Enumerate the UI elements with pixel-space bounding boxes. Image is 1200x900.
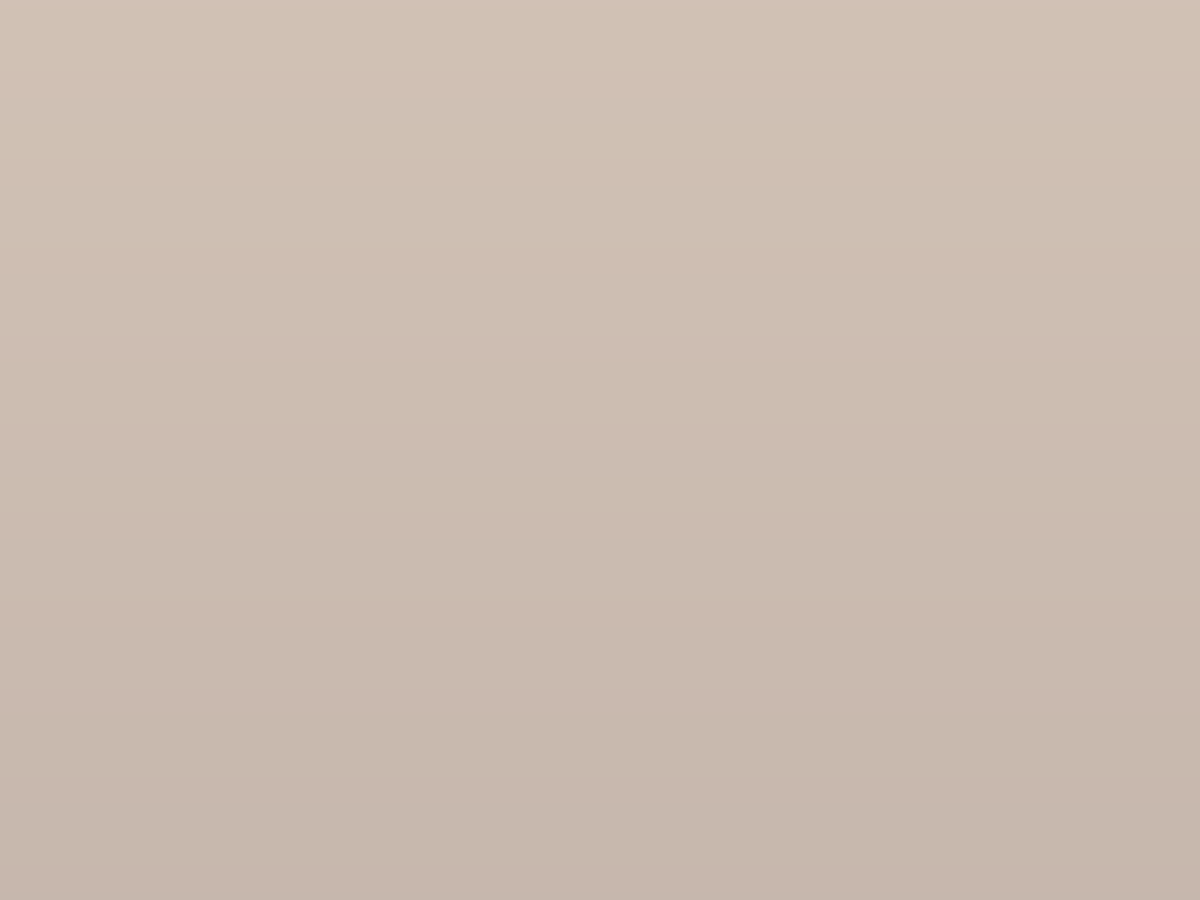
Bar	[192, 712, 306, 773]
Text: if false  type false and provide an answer rounding off to the: if false type false and provide an answe…	[102, 628, 989, 654]
Text: 3, 0⟩  to the nearest tenth of a degree ≡ 108.7: 3, 0⟩ to the nearest tenth of a degree ≡…	[102, 407, 778, 433]
Text: nearest tenth.: nearest tenth.	[102, 702, 311, 728]
Text: the measure of the angle θ between u =  ⟨−3, −2, 1⟩  and v =  ⟨−4,: the measure of the angle θ between u = ⟨…	[102, 333, 1072, 359]
Text: Determine if this is true or false .: Determine if this is true or false .	[102, 481, 588, 507]
Bar	[102, 712, 192, 773]
Text: If true type true and NA in the blank spaces: If true type true and NA in the blank sp…	[102, 554, 740, 580]
Text: •: •	[58, 324, 74, 350]
